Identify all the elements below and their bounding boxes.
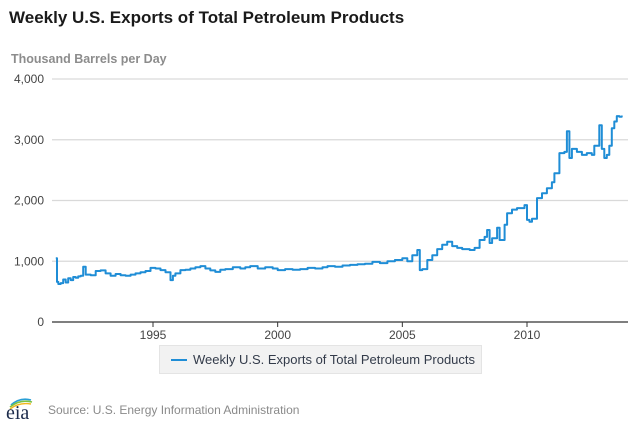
y-axis-ticks: 0 1,000 2,000 3,000 4,000 — [14, 72, 44, 329]
x-tick-label: 2005 — [389, 328, 416, 342]
y-tick-label: 0 — [37, 315, 44, 329]
chart-title: Weekly U.S. Exports of Total Petroleum P… — [9, 8, 405, 27]
source-text: Source: U.S. Energy Information Administ… — [48, 403, 300, 417]
eia-logo-swoosh-icon — [9, 398, 33, 410]
eia-logo[interactable]: eia — [4, 396, 40, 424]
x-tick-label: 1995 — [140, 328, 167, 342]
footer: eia Source: U.S. Energy Information Admi… — [4, 396, 299, 424]
series-group — [55, 115, 623, 285]
legend[interactable]: Weekly U.S. Exports of Total Petroleum P… — [159, 345, 482, 374]
y-tick-label: 3,000 — [14, 133, 44, 147]
series-line — [55, 115, 623, 285]
y-tick-label: 2,000 — [14, 194, 44, 208]
y-axis-label: Thousand Barrels per Day — [11, 52, 167, 66]
y-tick-label: 1,000 — [14, 254, 44, 268]
legend-swatch — [171, 358, 187, 361]
y-tick-label: 4,000 — [14, 72, 44, 86]
x-tick-label: 2010 — [514, 328, 541, 342]
eia-logo-text: eia — [6, 402, 30, 424]
x-axis: 1995 2000 2005 2010 — [52, 321, 628, 342]
legend-label: Weekly U.S. Exports of Total Petroleum P… — [193, 352, 476, 367]
gridlines — [52, 78, 628, 262]
x-tick-label: 2000 — [264, 328, 291, 342]
